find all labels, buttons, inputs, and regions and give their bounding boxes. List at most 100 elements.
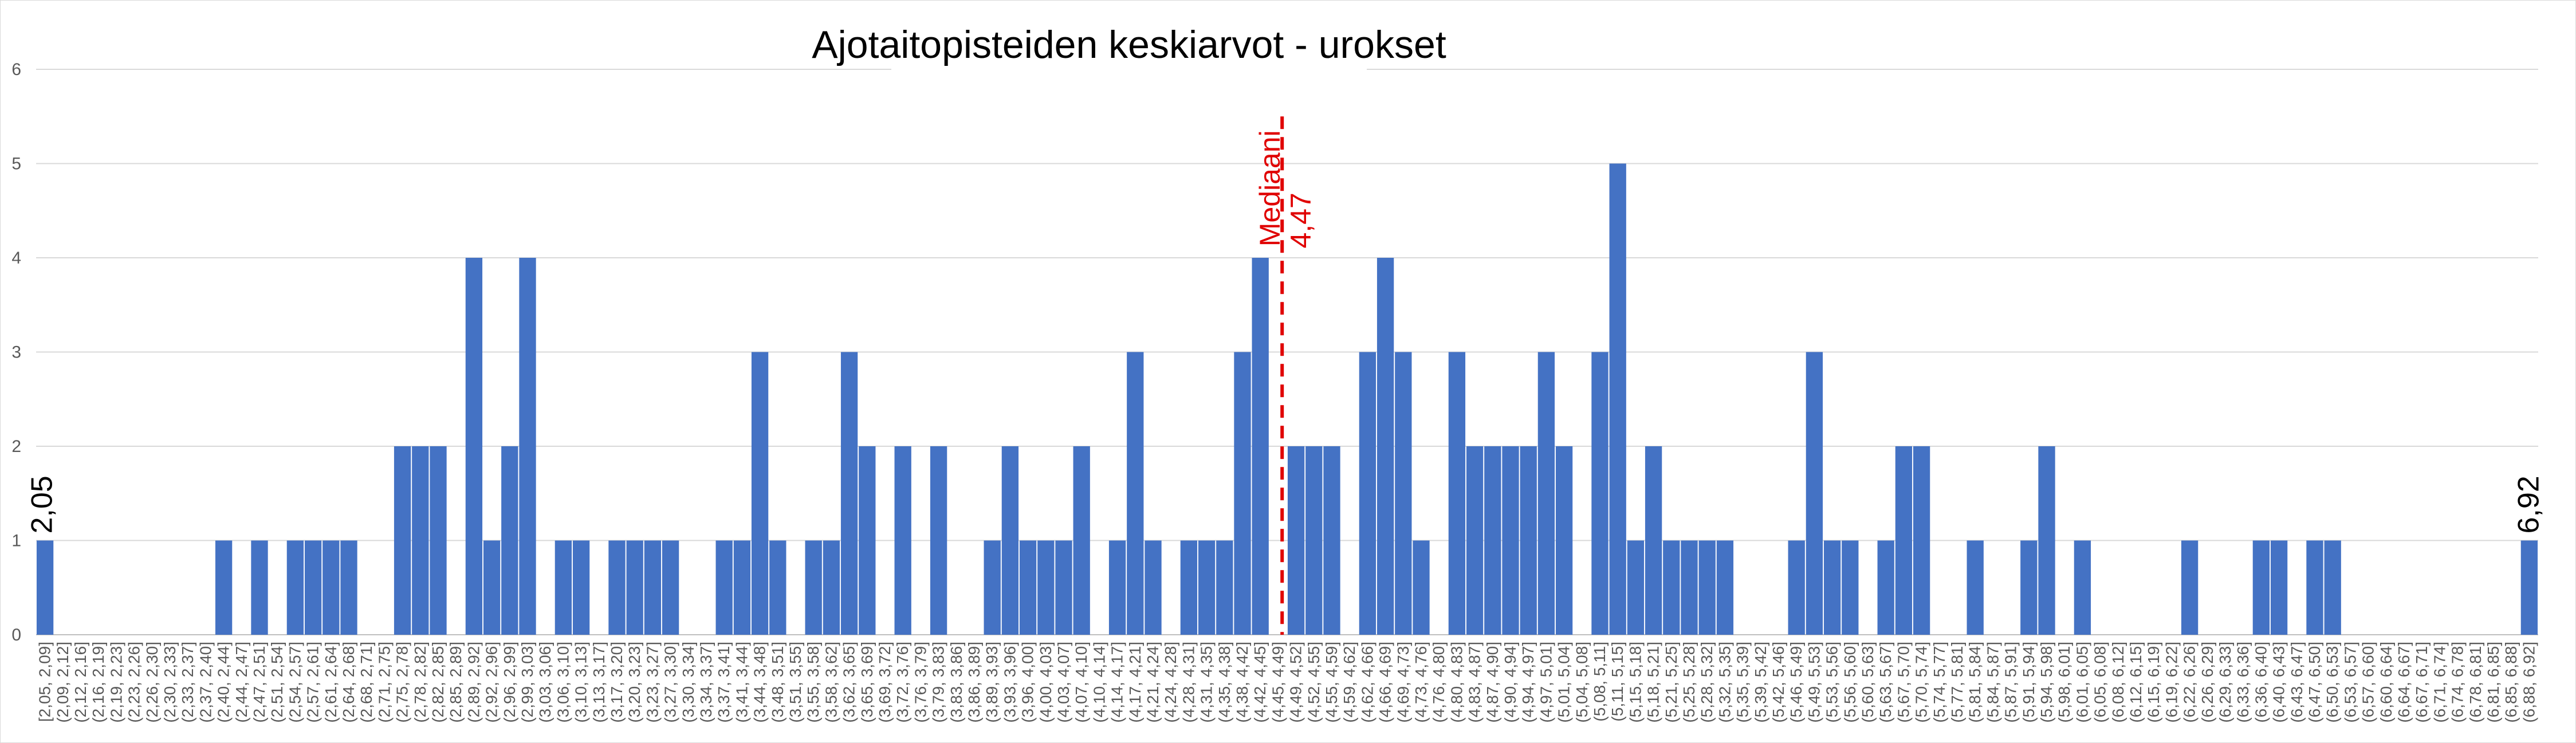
- x-tick-label: (2,85, 2,89]: [447, 642, 465, 723]
- bar: [1842, 540, 1859, 635]
- bar: [984, 540, 1001, 635]
- bar: [2324, 540, 2341, 635]
- x-tick-label: (2,23, 2,26]: [125, 642, 143, 723]
- x-tick-label: (3,06, 3,10]: [554, 642, 572, 723]
- bar: [1484, 446, 1501, 635]
- chart-title: Ajotaitopisteiden keskiarvot - urokset: [812, 23, 1446, 66]
- x-tick-label: (3,96, 4,00]: [1019, 642, 1037, 723]
- bar: [1520, 446, 1537, 635]
- x-tick-label: (2,99, 3,03]: [518, 642, 536, 723]
- x-tick-label: (4,14, 4,17]: [1108, 642, 1126, 723]
- x-tick-label: (6,57, 6,60]: [2359, 642, 2377, 723]
- x-tick-label: (2,44, 2,47]: [233, 642, 250, 723]
- x-tick-label: (6,40, 6,43]: [2270, 642, 2288, 723]
- bar: [2520, 540, 2538, 635]
- bar: [859, 446, 876, 635]
- bar: [1198, 540, 1216, 635]
- x-tick-label: (5,21, 5,25]: [1662, 642, 1680, 723]
- x-tick-label: (4,24, 4,28]: [1162, 642, 1179, 723]
- x-tick-label: (2,16, 2,19]: [89, 642, 107, 723]
- x-tick-label: (5,60, 5,63]: [1859, 642, 1877, 723]
- bar: [1073, 446, 1090, 635]
- bars: [36, 163, 2538, 635]
- x-tick-label: (6,88, 6,92]: [2520, 642, 2538, 723]
- bar: [2252, 540, 2270, 635]
- bar: [644, 540, 662, 635]
- bar: [1252, 258, 1269, 635]
- x-tick-label: (4,69, 4,73]: [1394, 642, 1412, 723]
- y-tick-label: 6: [11, 60, 21, 79]
- y-tick-label: 3: [11, 343, 21, 362]
- x-tick-label: (2,78, 2,82]: [411, 642, 429, 723]
- x-tick-label: (2,61, 2,64]: [322, 642, 340, 723]
- x-tick-label: (4,66, 4,69]: [1377, 642, 1394, 723]
- x-tick-label: (6,12, 6,15]: [2127, 642, 2145, 723]
- bar: [1877, 540, 1894, 635]
- bar: [1609, 163, 1626, 635]
- bar: [1055, 540, 1072, 635]
- bar: [483, 540, 501, 635]
- x-tick-label: (4,45, 4,49]: [1269, 642, 1287, 723]
- y-axis-ticks: 0 1 2 3 4 5 6: [11, 60, 21, 644]
- x-tick-label: (3,03, 3,06]: [536, 642, 554, 723]
- bar: [340, 540, 357, 635]
- bar: [2074, 540, 2091, 635]
- x-tick-label: (5,35, 5,39]: [1734, 642, 1752, 723]
- x-tick-label: (4,38, 4,42]: [1233, 642, 1251, 723]
- y-tick-label: 5: [11, 155, 21, 174]
- bar: [1967, 540, 1984, 635]
- x-tick-label: (6,43, 6,47]: [2288, 642, 2306, 723]
- x-tick-label: (4,21, 4,24]: [1144, 642, 1162, 723]
- x-tick-label: (4,87, 4,90]: [1484, 642, 1501, 723]
- x-tick-label: (5,67, 5,70]: [1894, 642, 1912, 723]
- bar: [501, 446, 518, 635]
- x-tick-label: (3,23, 3,27]: [643, 642, 661, 723]
- bar: [1806, 352, 1823, 635]
- bar: [1287, 446, 1305, 635]
- bar: [1001, 446, 1019, 635]
- x-tick-label: (3,13, 3,17]: [590, 642, 608, 723]
- x-tick-label: (5,42, 5,46]: [1769, 642, 1787, 723]
- bar: [251, 540, 268, 635]
- x-tick-label: (3,27, 3,30]: [662, 642, 679, 723]
- x-tick-label: (2,47, 2,51]: [250, 642, 268, 723]
- bar: [1019, 540, 1037, 635]
- x-tick-label: (3,86, 3,89]: [965, 642, 983, 723]
- x-tick-label: (2,57, 2,61]: [304, 642, 322, 723]
- bar: [1627, 540, 1645, 635]
- x-tick-label: (5,98, 6,01]: [2055, 642, 2073, 723]
- bar: [2181, 540, 2199, 635]
- x-tick-label: [2,05, 2,09]: [36, 642, 54, 722]
- x-tick-label: (4,76, 4,80]: [1430, 642, 1448, 723]
- x-tick-label: (4,62, 4,66]: [1358, 642, 1376, 723]
- bar: [1305, 446, 1323, 635]
- x-tick-label: (5,84, 5,87]: [1984, 642, 2001, 723]
- bar: [1323, 446, 1340, 635]
- bar: [2270, 540, 2288, 635]
- bar: [1127, 352, 1144, 635]
- bar: [412, 446, 429, 635]
- gridlines: [36, 69, 2538, 635]
- bar: [1502, 446, 1519, 635]
- y-tick-label: 4: [11, 249, 21, 268]
- x-tick-label: (6,19, 6,22]: [2162, 642, 2180, 723]
- x-tick-label: (3,10, 3,13]: [572, 642, 590, 723]
- title-background: [891, 12, 1367, 75]
- x-tick-label: (2,30, 2,33]: [161, 642, 179, 723]
- x-tick-label: (4,55, 4,59]: [1323, 642, 1340, 723]
- bar: [1823, 540, 1841, 635]
- x-tick-label: (3,93, 3,96]: [1001, 642, 1018, 723]
- x-tick-label: (6,64, 6,67]: [2395, 642, 2413, 723]
- x-tick-label: (5,18, 5,21]: [1645, 642, 1662, 723]
- x-tick-label: (3,58, 3,62]: [822, 642, 840, 723]
- x-tick-label: (5,91, 5,94]: [2020, 642, 2038, 723]
- x-tick-label: (4,49, 4,52]: [1287, 642, 1305, 723]
- y-tick-label: 2: [11, 437, 21, 456]
- x-tick-label: (5,08, 5,11]: [1591, 642, 1608, 722]
- bar: [1216, 540, 1233, 635]
- x-tick-label: (4,10, 4,14]: [1090, 642, 1108, 723]
- x-tick-label: (5,46, 5,49]: [1787, 642, 1805, 723]
- bar: [751, 352, 769, 635]
